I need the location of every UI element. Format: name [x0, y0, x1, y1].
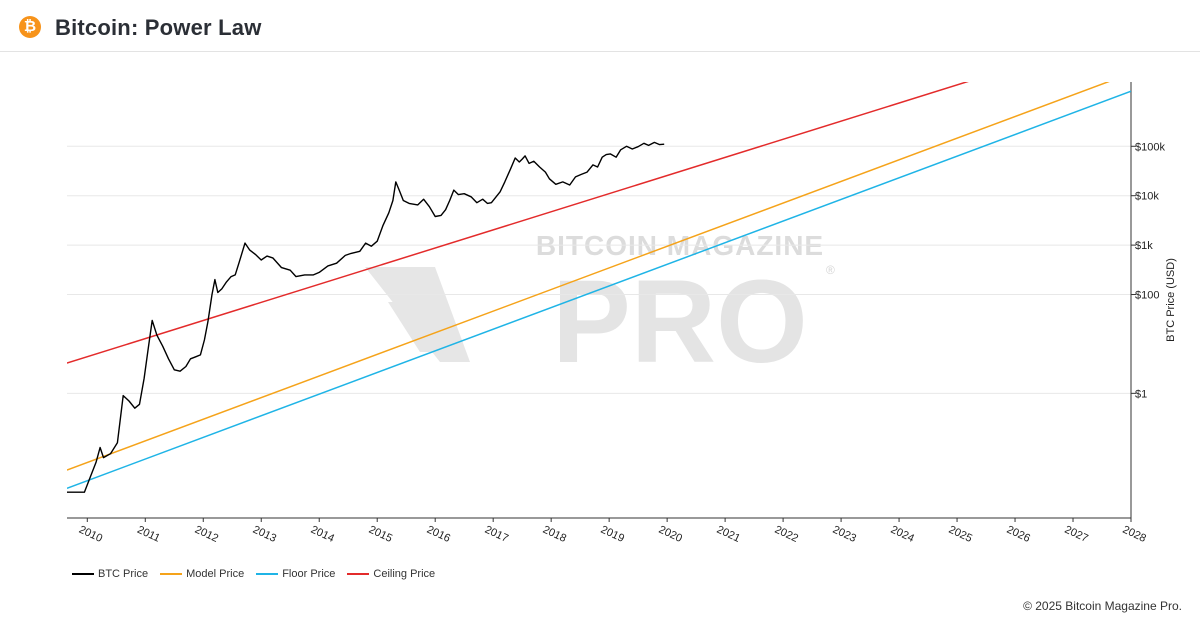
y-tick-label: $1 — [1135, 388, 1147, 400]
legend-swatch — [347, 573, 370, 576]
watermark-logo-icon — [365, 267, 470, 362]
floor-price-line — [67, 90, 1131, 489]
x-tick-label-2024: 2024 — [889, 524, 916, 545]
legend-swatch — [160, 573, 183, 576]
y-tick-label: $100 — [1135, 290, 1159, 302]
legend-item-floor-price[interactable]: Floor Price — [256, 568, 335, 580]
y-axis-title: BTC Price (USD) — [1165, 258, 1177, 342]
page-title: Bitcoin: Power Law — [55, 15, 262, 40]
legend-item-ceiling-price[interactable]: Ceiling Price — [347, 568, 435, 580]
x-tick-label-2014: 2014 — [309, 524, 336, 545]
x-tick-label-2019: 2019 — [599, 524, 626, 545]
model-price-line — [67, 82, 1110, 471]
y-tick-label: $100k — [1135, 141, 1165, 153]
bitcoin-icon: ₿ — [19, 16, 41, 38]
x-tick-label-2022: 2022 — [773, 524, 800, 545]
x-tick-label-2018: 2018 — [541, 524, 568, 545]
x-tick-label-2025: 2025 — [947, 524, 974, 545]
x-tick-label-2027: 2027 — [1063, 524, 1090, 545]
x-tick-label-2013: 2013 — [251, 524, 278, 545]
legend-item-btc-price[interactable]: BTC Price — [72, 568, 148, 580]
x-tick-label-2023: 2023 — [831, 524, 858, 545]
x-tick-label-2021: 2021 — [715, 524, 742, 545]
legend-swatch — [256, 573, 279, 576]
chart-legend: BTC Price Model Price Floor Price Ceiling P… — [72, 568, 447, 580]
power-law-chart: BITCOIN MAGAZINEPRO®$1$100$1k$10k$100kBT… — [67, 82, 1177, 545]
y-tick-label: $10k — [1135, 191, 1159, 203]
x-tick-label-2026: 2026 — [1005, 524, 1032, 545]
legend-label: Ceiling Price — [373, 568, 436, 580]
x-tick-label-2017: 2017 — [483, 524, 510, 545]
legend-swatch — [72, 573, 94, 576]
page-header: ₿ Bitcoin: Power Law — [0, 0, 1200, 52]
x-tick-label-2020: 2020 — [657, 524, 684, 545]
x-tick-label-2010: 2010 — [77, 524, 104, 545]
legend-label: Floor Price — [282, 568, 336, 580]
legend-item-model-price[interactable]: Model Price — [160, 568, 244, 580]
btc-price-line — [67, 141, 665, 493]
watermark-pro-text: PRO — [552, 256, 808, 388]
x-tick-label-2016: 2016 — [425, 524, 452, 545]
x-tick-label-2012: 2012 — [193, 524, 220, 545]
legend-label: BTC Price — [98, 568, 149, 580]
x-tick-label-2028: 2028 — [1121, 524, 1148, 545]
x-tick-label-2015: 2015 — [367, 524, 394, 545]
ceiling-price-line — [67, 82, 969, 364]
x-tick-label-2011: 2011 — [135, 524, 162, 545]
y-tick-label: $1k — [1135, 240, 1153, 252]
copyright-footer: © 2025 Bitcoin Magazine Pro. — [1023, 599, 1182, 613]
legend-label: Model Price — [186, 568, 245, 580]
watermark-registered-mark: ® — [826, 263, 835, 277]
